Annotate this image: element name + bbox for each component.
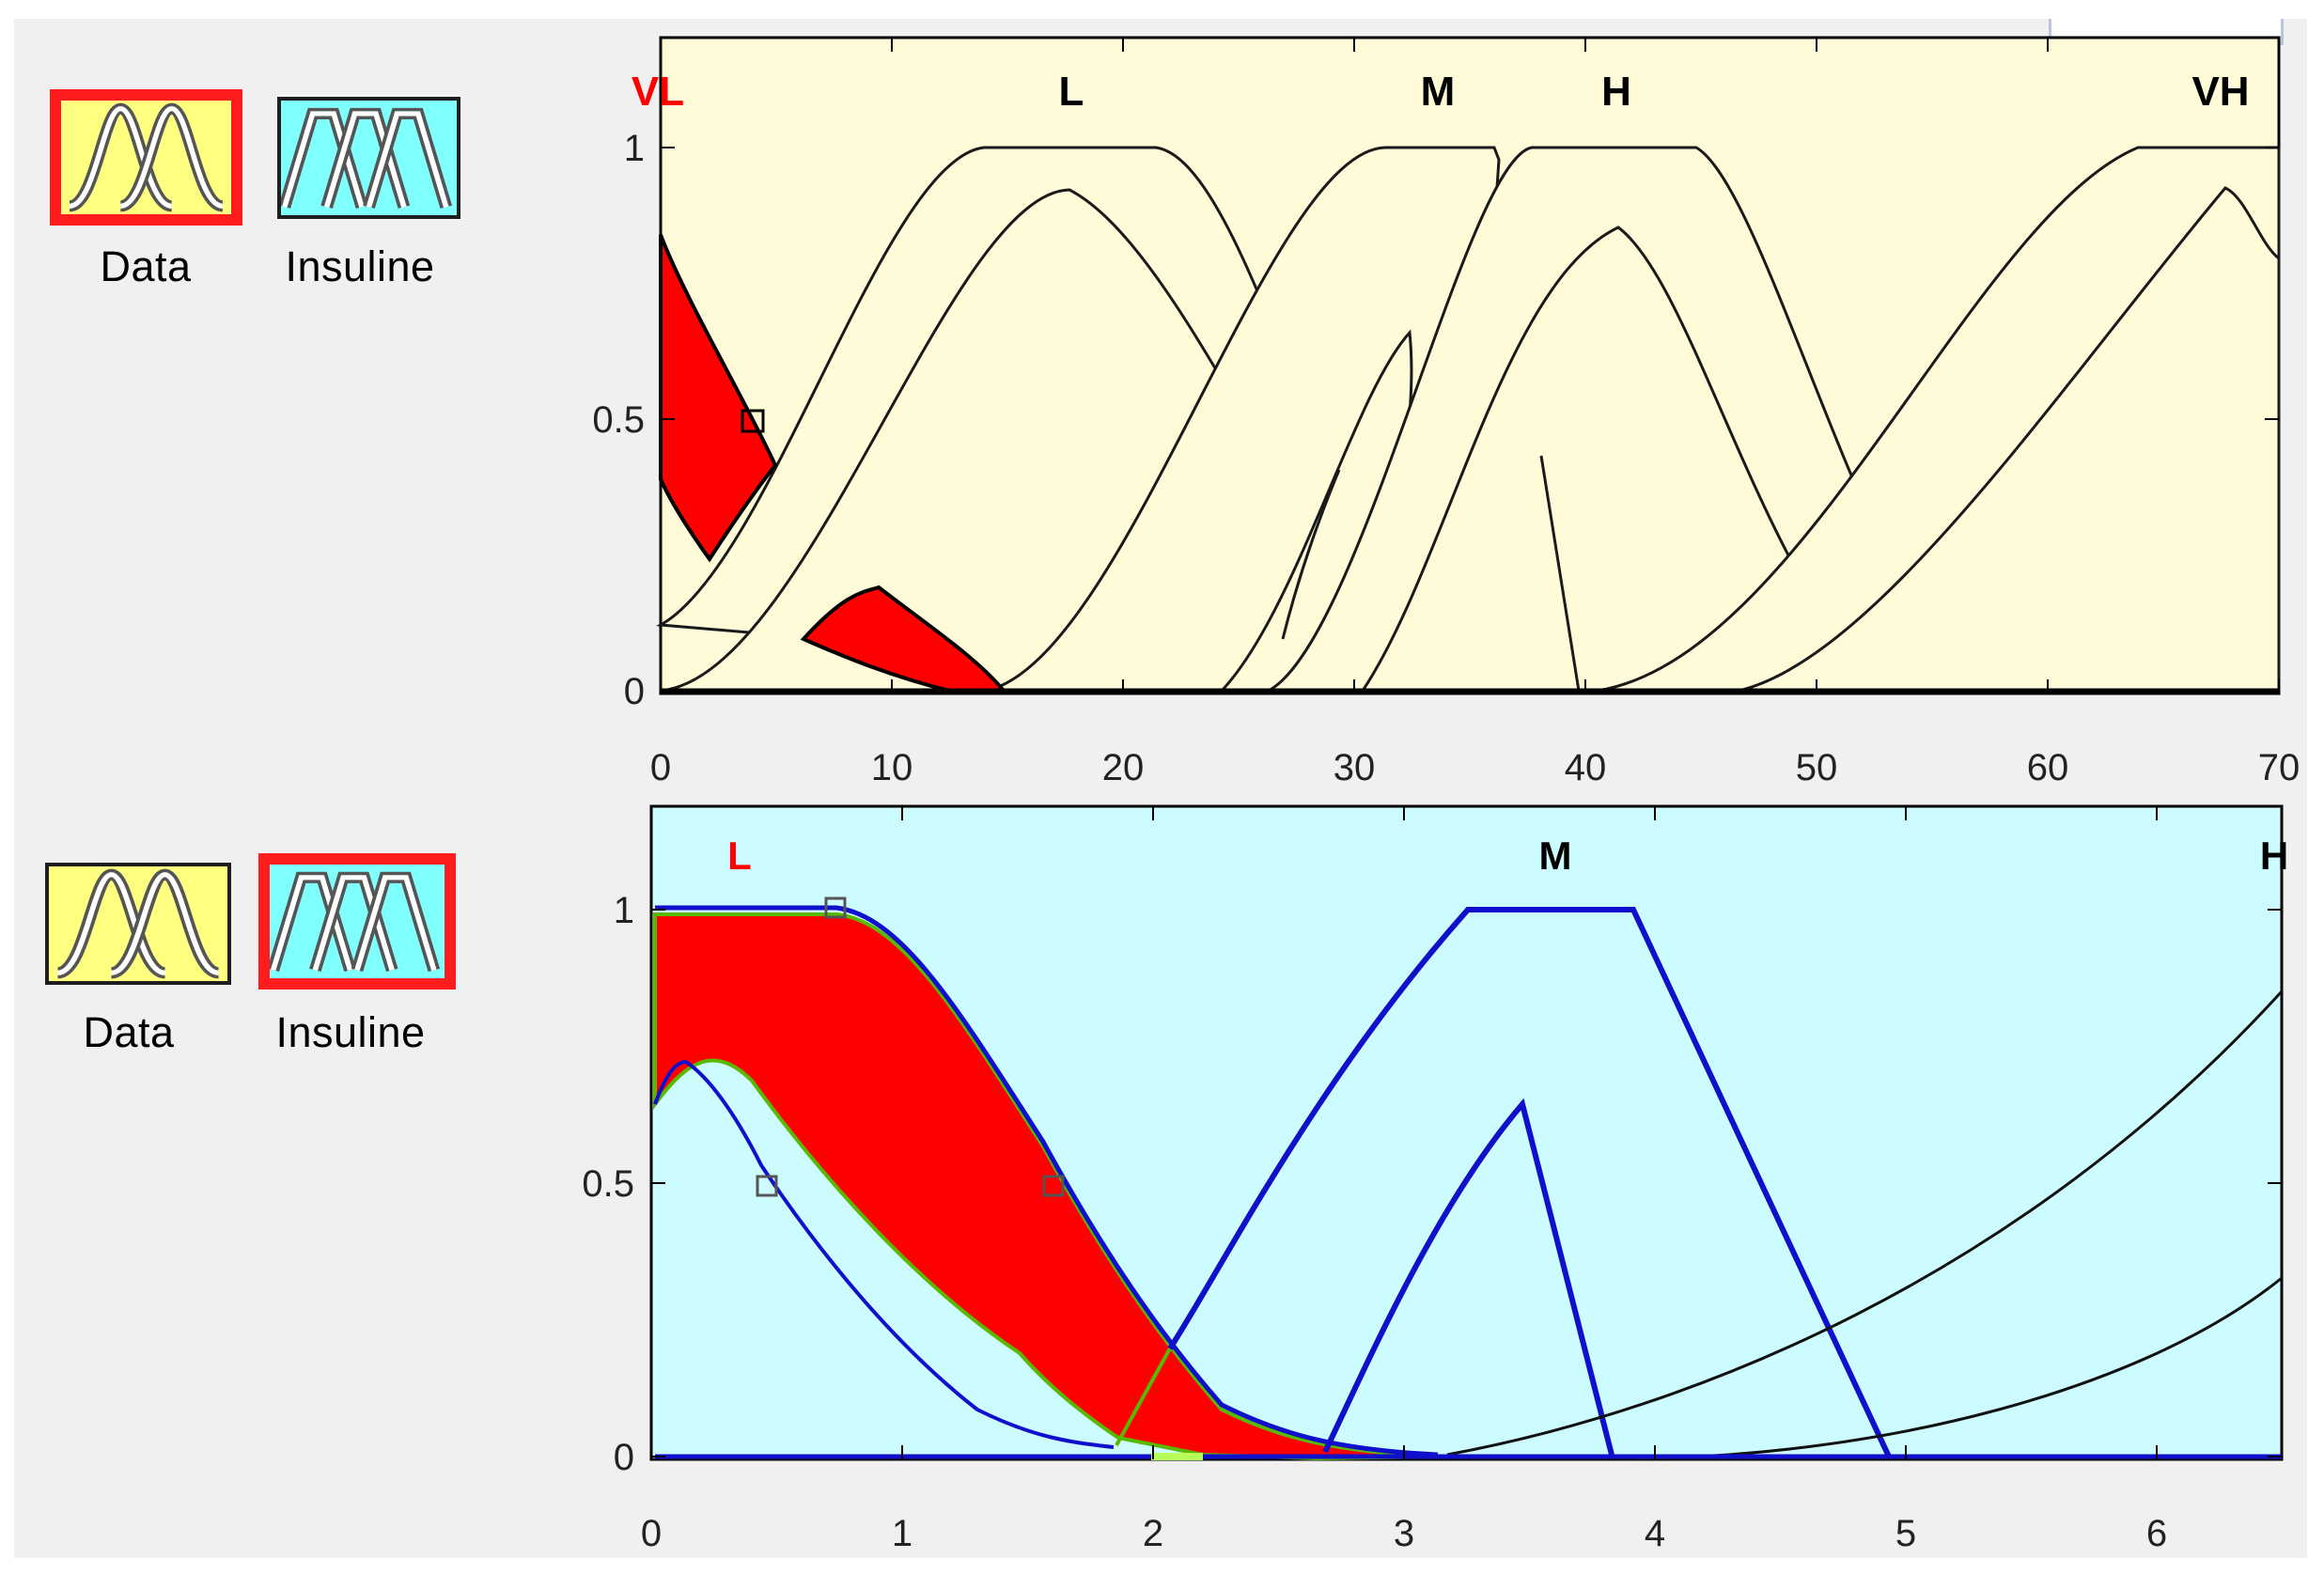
variable-tile-data-output[interactable] (45, 863, 231, 985)
gaussian-mf-icon (55, 868, 221, 979)
variable-tile-data[interactable] (50, 89, 242, 226)
trapezoid-mf-icon (270, 871, 441, 972)
variable-label-insuline-output: Insuline (275, 1008, 426, 1056)
variable-tile-insuline-output[interactable] (258, 853, 456, 990)
variable-label-data-output: Data (83, 1008, 175, 1056)
trapezoid-mf-icon (281, 107, 453, 209)
variable-tile-insuline[interactable] (277, 97, 460, 219)
window-toolbar-edge (2049, 19, 2284, 45)
gaussian-mf-icon (68, 102, 225, 212)
variable-label-data: Data (100, 242, 192, 290)
variable-label-insuline: Insuline (285, 242, 435, 290)
